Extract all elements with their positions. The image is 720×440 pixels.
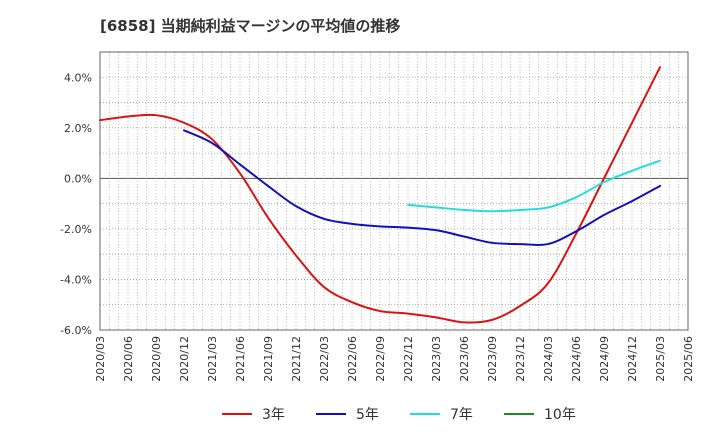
- x-tick-label: 2023/09: [486, 336, 499, 382]
- x-tick-label: 2024/09: [598, 336, 611, 382]
- x-tick-label: 2024/03: [542, 336, 555, 382]
- x-tick-label: 2023/03: [430, 336, 443, 382]
- y-tick-label: 4.0%: [64, 71, 92, 84]
- legend-label: 7年: [450, 407, 473, 423]
- legend-label: 5年: [356, 407, 379, 423]
- x-tick-label: 2024/12: [626, 336, 639, 382]
- legend-label: 3年: [262, 407, 285, 423]
- y-tick-label: -4.0%: [60, 273, 92, 286]
- x-tick-label: 2025/06: [682, 336, 695, 382]
- x-tick-label: 2020/12: [178, 336, 191, 382]
- legend: 3年 5年 7年 10年: [222, 407, 576, 423]
- x-tick-label: 2021/06: [234, 336, 247, 382]
- x-tick-label: 2020/09: [150, 336, 163, 382]
- x-tick-label: 2021/03: [206, 336, 219, 382]
- x-axis-labels: 2020/03 2020/06 2020/09 2020/12 2021/03 2021/…: [94, 336, 695, 382]
- x-tick-label: 2020/06: [122, 336, 135, 382]
- x-tick-label: 2022/06: [346, 336, 359, 382]
- plot-grid: [99, 51, 689, 331]
- series-line-0: [99, 66, 661, 324]
- x-tick-label: 2024/06: [570, 336, 583, 382]
- chart-title: [6858] 当期純利益マージンの平均値の推移: [100, 17, 400, 35]
- x-tick-label: 2022/12: [402, 336, 415, 382]
- series-line-1: [183, 129, 661, 247]
- x-tick-label: 2021/12: [290, 336, 303, 382]
- y-tick-label: -6.0%: [60, 324, 92, 337]
- x-tick-label: 2021/09: [262, 336, 275, 382]
- series-line-2: [407, 159, 661, 213]
- series-lines: [99, 66, 661, 324]
- y-tick-label: -2.0%: [60, 223, 92, 236]
- x-tick-label: 2022/03: [318, 336, 331, 382]
- x-tick-label: 2023/12: [514, 336, 527, 382]
- y-axis-labels: -6.0% -4.0% -2.0% 0.0% 2.0% 4.0%: [60, 71, 92, 337]
- y-tick-label: 0.0%: [64, 172, 92, 185]
- plot-frame: [99, 51, 689, 331]
- x-tick-label: 2022/09: [374, 336, 387, 382]
- legend-label: 10年: [544, 407, 576, 423]
- x-tick-label: 2023/06: [458, 336, 471, 382]
- x-tick-label: 2020/03: [94, 336, 107, 382]
- y-tick-label: 2.0%: [64, 122, 92, 135]
- x-tick-label: 2025/03: [654, 336, 667, 382]
